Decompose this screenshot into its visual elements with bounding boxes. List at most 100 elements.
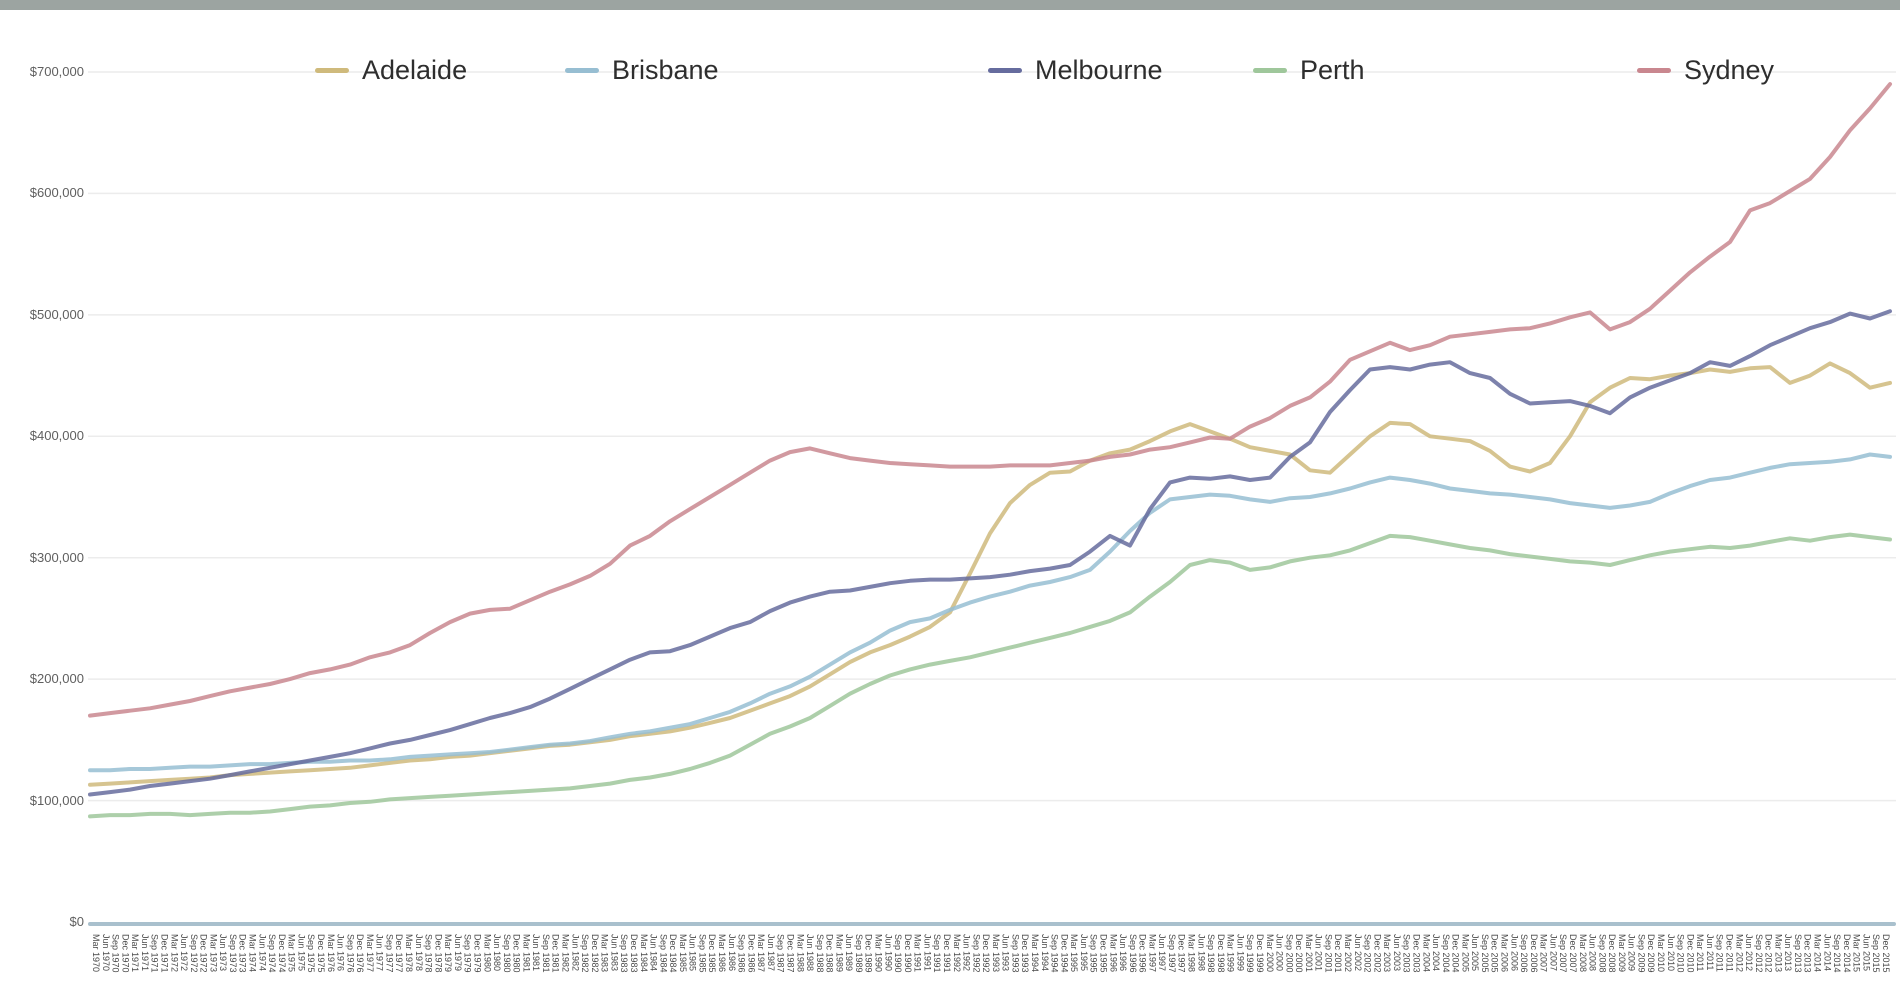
x-axis-label: Dec 2000 [1294,934,1305,973]
x-axis-label: Jun 1974 [257,934,268,972]
x-axis-line [88,922,1896,926]
x-axis-label: Jun 2007 [1548,934,1559,972]
x-axis-label: Mar 1977 [364,934,375,973]
y-axis-label: $200,000 [29,671,84,687]
x-axis-label: Jun 2012 [1744,934,1755,972]
legend-dash-sydney [1637,67,1671,73]
x-axis-label: Jun 1975 [296,934,307,972]
x-axis-label: Dec 1973 [237,934,248,973]
x-axis-label: Mar 2015 [1851,934,1862,973]
x-axis-label: Mar 1980 [482,934,493,973]
x-axis-label: Jun 1971 [139,934,150,972]
x-axis-label: Jun 2009 [1626,934,1637,972]
x-axis-label: Mar 2006 [1499,934,1510,973]
x-axis-label: Dec 1991 [941,934,952,973]
y-axis-label: $100,000 [29,792,84,808]
x-axis-label: Jun 2005 [1470,934,1481,972]
y-axis-label: $700,000 [29,64,84,79]
x-axis-label: Mar 1997 [1147,934,1158,973]
x-axis-label: Jun 1983 [609,934,620,972]
y-axis-label: $300,000 [29,549,84,565]
x-axis-label: Jun 1972 [179,934,190,972]
x-axis-label: Sep 1975 [306,934,317,973]
y-axis-labels: $700,000 $600,000 $500,000 $400,000 $300,000… [0,0,90,986]
series-line-brisbane [88,452,1892,773]
x-axis-label: Jun 1985 [687,934,698,972]
x-axis-label: Sep 1979 [462,934,473,973]
x-axis-label: Sep 2012 [1753,934,1764,973]
x-axis-label: Mar 1999 [1225,934,1236,973]
y-axis-label: $400,000 [29,428,84,444]
x-axis-label: Mar 1990 [873,934,884,973]
x-axis-label: Mar 1985 [677,934,688,973]
legend-item-perth: Perth [1253,53,1365,87]
x-axis-label: Dec 1993 [1020,934,1031,973]
x-axis-label: Dec 2009 [1646,934,1657,973]
x-axis-label: Dec 1979 [472,934,483,973]
x-axis-label: Jun 1996 [1118,934,1129,972]
legend-label-sydney: Sydney [1684,54,1775,85]
x-axis-label: Sep 1995 [1088,934,1099,973]
x-axis-label: Dec 2015 [1881,934,1891,973]
x-axis-label: Jun 1973 [218,934,229,972]
x-axis-label: Dec 2014 [1841,934,1852,973]
x-axis-label: Jun 2013 [1783,934,1794,972]
legend-item-adelaide: Adelaide [315,53,467,87]
x-axis-label: Dec 2007 [1567,934,1578,973]
x-axis-label: Dec 1992 [981,934,992,973]
x-axis-label: Mar 1988 [795,934,806,973]
y-axis-label: $600,000 [29,185,84,201]
x-axis-label: Dec 2003 [1411,934,1422,973]
x-axis-label: Jun 2008 [1587,934,1598,972]
x-axis-label: Sep 1991 [932,934,943,973]
x-axis-label: Jun 1982 [570,934,581,972]
x-axis-label: Sep 2010 [1675,934,1686,973]
x-axis-label: Dec 2002 [1372,934,1383,973]
x-axis-label: Sep 1990 [893,934,904,973]
x-axis-label: Sep 2001 [1323,934,1334,973]
x-axis-label: Mar 1996 [1108,934,1119,973]
x-axis-label: Sep 1976 [345,934,356,973]
x-axis-label: Mar 1998 [1186,934,1197,973]
x-axis-label: Jun 1981 [531,934,542,972]
x-axis-label: Jun 1976 [335,934,346,972]
x-axis-label: Jun 2003 [1391,934,1402,972]
x-axis-label: Sep 1993 [1010,934,1021,973]
x-axis-label: Dec 2011 [1724,934,1735,972]
legend-dash-melbourne [988,67,1022,73]
x-axis-label: Sep 2008 [1597,934,1608,973]
x-axis-label: Mar 1989 [834,934,845,973]
legend-label-adelaide: Adelaide [362,54,468,85]
x-axis-label: Jun 1984 [648,934,659,972]
x-axis-label: Sep 2014 [1832,934,1843,973]
x-axis-label: Mar 1975 [286,934,297,973]
x-axis-label: Jun 1987 [765,934,776,972]
x-axis-label: Jun 1997 [1157,934,1168,972]
x-axis-label: Jun 1977 [374,934,385,972]
x-axis-label: Mar 1971 [130,934,141,973]
x-axis-label: Jun 1990 [883,934,894,972]
x-axis-label: Sep 1977 [384,934,395,973]
x-axis-label: Mar 1978 [404,934,414,973]
x-axis-label: Mar 1987 [756,934,767,973]
x-axis-label: Sep 1970 [110,934,121,973]
x-axis-label: Jun 2004 [1431,934,1442,972]
x-axis-label: Mar 2011 [1695,934,1706,972]
x-axis-label: Dec 1989 [863,934,874,973]
x-axis-label: Sep 2004 [1440,934,1451,973]
top-strip [0,0,1900,10]
x-axis-label: Mar 2003 [1382,934,1393,973]
x-axis-label: Jun 1988 [805,934,816,972]
x-axis-label: Dec 2012 [1763,934,1774,973]
x-axis-label: Jun 1993 [1000,934,1011,972]
x-axis-label: Dec 1994 [1059,934,1070,973]
legend-dash-adelaide [315,67,349,73]
x-axis-label: Mar 1973 [208,934,219,973]
x-axis-label: Sep 1992 [971,934,982,973]
x-axis-label: Sep 1971 [149,934,160,973]
chart-legend: Adelaide Brisbane Melbourne Perth Sydney [0,0,1900,100]
x-axis-label: Dec 1970 [120,934,131,973]
x-axis-label: Mar 1993 [990,934,1001,973]
